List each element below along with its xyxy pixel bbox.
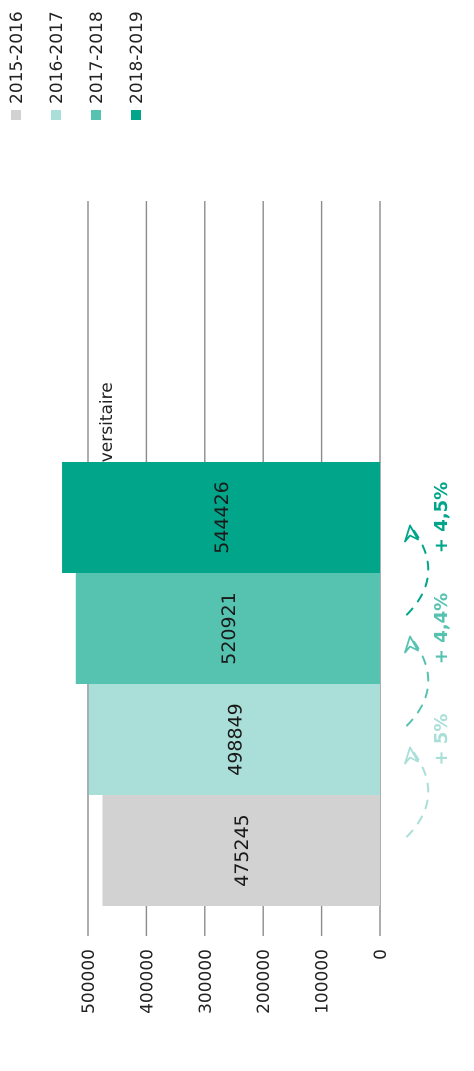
growth-label: + 4,5%: [431, 482, 452, 553]
data-labels: 475245 498849 520921 544426: [211, 481, 253, 887]
y-tick-label: 100000: [313, 949, 333, 1014]
legend: 2015-2016 2016-2017 2017-2018 2018-2019: [7, 11, 147, 120]
growth-arrow: [406, 635, 430, 727]
y-axis-ticks: 0 100000 200000 300000 400000 500000: [79, 949, 391, 1014]
legend-swatch: [91, 110, 101, 120]
y-tick-label: 200000: [254, 949, 274, 1014]
arrowhead-icon: [404, 635, 419, 654]
legend-swatch: [131, 110, 141, 120]
bar-value-label: 498849: [224, 703, 246, 776]
bar: [62, 462, 381, 573]
growth-annotations: + 5% + 4,4% + 4,5%: [404, 482, 452, 838]
legend-swatch: [51, 110, 61, 120]
y-tick-label: 500000: [79, 949, 99, 1014]
legend-label: 2015-2016: [7, 11, 27, 104]
bar: [75, 573, 380, 684]
arrowhead-icon: [404, 746, 419, 765]
growth-label: + 4,4%: [431, 593, 452, 664]
bar: [102, 795, 381, 906]
bar-value-label: 520921: [218, 592, 240, 665]
bar-value-label: 544426: [211, 481, 233, 554]
arrowhead-icon: [404, 524, 419, 543]
bar-value-label: 475245: [231, 814, 253, 887]
bars: [62, 462, 381, 906]
growth-label: + 5%: [431, 714, 452, 766]
legend-label: 2018-2019: [127, 11, 147, 104]
growth-arrow: [406, 524, 430, 616]
y-tick-label: 0: [371, 949, 391, 960]
legend-label: 2016-2017: [47, 11, 67, 104]
bar: [88, 684, 381, 795]
legend-swatch: [11, 110, 21, 120]
growth-arrow: [406, 746, 430, 838]
legend-label: 2017-2018: [87, 11, 107, 104]
y-tick-label: 400000: [137, 949, 157, 1014]
y-tick-label: 300000: [196, 949, 216, 1014]
